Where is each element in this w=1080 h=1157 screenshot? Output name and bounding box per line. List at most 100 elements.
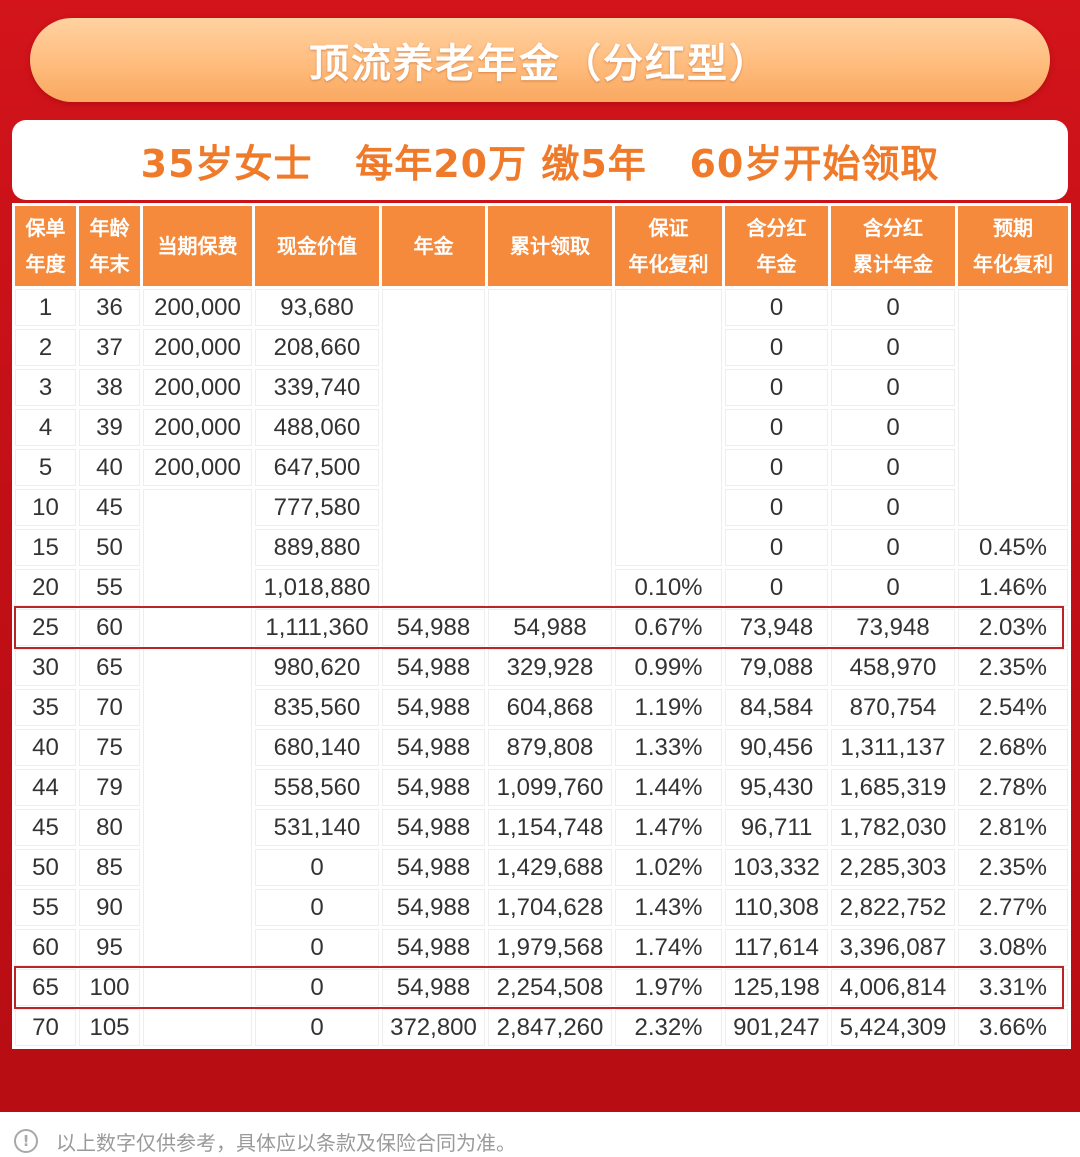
table-cell: 15	[15, 529, 76, 566]
table-row: 60 95 0 54,988 1,979,568 1.74% 117,614 3,396,08…	[15, 929, 1068, 966]
column-header: 预期 年化复利	[958, 206, 1068, 286]
table-cell: 3.66%	[958, 1009, 1068, 1046]
table-cell: 1,018,880	[255, 569, 379, 606]
table-cell: 777,580	[255, 489, 379, 526]
table-cell: 38	[79, 369, 140, 406]
table-row: 20 55 1,018,880 0.10% 0 0 1.46%	[15, 569, 1068, 606]
table-cell: 100	[79, 969, 140, 1006]
table-cell: 1,154,748	[488, 809, 612, 846]
table-cell: 70	[15, 1009, 76, 1046]
table-cell	[958, 289, 1068, 526]
table-cell: 0	[255, 929, 379, 966]
table-cell: 2.54%	[958, 689, 1068, 726]
column-header-line: 现金价值	[277, 234, 357, 258]
table-cell: 0.99%	[615, 649, 722, 686]
table-cell: 103,332	[725, 849, 828, 886]
table-cell: 40	[79, 449, 140, 486]
table-cell: 2.35%	[958, 849, 1068, 886]
table-cell: 3,396,087	[831, 929, 955, 966]
table-cell: 2	[15, 329, 76, 366]
table-cell: 55	[79, 569, 140, 606]
table-cell: 54,988	[382, 689, 485, 726]
column-header: 保单 年度	[15, 206, 76, 286]
table-cell: 901,247	[725, 1009, 828, 1046]
table-cell: 54,988	[382, 929, 485, 966]
table-row: 35 70 835,560 54,988 604,868 1.19% 84,584 870,7…	[15, 689, 1068, 726]
table-cell: 60	[79, 609, 140, 646]
table-cell: 889,880	[255, 529, 379, 566]
table-cell: 200,000	[143, 289, 252, 326]
table-cell: 200,000	[143, 369, 252, 406]
table-cell: 0	[725, 449, 828, 486]
table-cell: 0	[725, 569, 828, 606]
column-header-line: 年化复利	[973, 252, 1053, 276]
table-cell: 0	[831, 569, 955, 606]
table-cell: 54,988	[382, 809, 485, 846]
table-cell: 2.35%	[958, 649, 1068, 686]
page-title: 顶流养老年金（分红型）	[309, 41, 771, 87]
table-row: 50 85 0 54,988 1,429,688 1.02% 103,332 2,285,30…	[15, 849, 1068, 886]
table-row: 70 105 0 372,800 2,847,260 2.32% 901,247 5,424,…	[15, 1009, 1068, 1046]
table-cell: 0	[831, 289, 955, 326]
column-header-line: 当期保费	[157, 234, 238, 258]
table-cell: 54,988	[382, 609, 485, 646]
table-cell	[488, 289, 612, 606]
table-cell	[382, 289, 485, 606]
table-cell: 835,560	[255, 689, 379, 726]
table-cell: 1.47%	[615, 809, 722, 846]
table-cell: 0	[831, 369, 955, 406]
disclaimer-text: 以上数字仅供参考，具体应以条款及保险合同为准。	[56, 1130, 516, 1155]
table-cell: 54,988	[382, 889, 485, 926]
table-cell: 44	[15, 769, 76, 806]
table-cell: 0	[831, 329, 955, 366]
table-cell: 0	[725, 289, 828, 326]
table-row: 45 80 531,140 54,988 1,154,748 1.47% 96,711 1,7…	[15, 809, 1068, 846]
subtitle-card: 35岁女士 每年20万 缴5年 60岁开始领取	[12, 120, 1068, 200]
table-cell: 54,988	[382, 769, 485, 806]
table-cell: 5	[15, 449, 76, 486]
table-cell: 79	[79, 769, 140, 806]
table-cell: 2.78%	[958, 769, 1068, 806]
table-row: 1 36 200,000 93,680 0 0	[15, 289, 1068, 606]
table-cell: 3	[15, 369, 76, 406]
table-cell: 30	[15, 649, 76, 686]
table-cell: 40	[15, 729, 76, 766]
table-cell: 73,948	[725, 609, 828, 646]
column-header-line: 含分红	[863, 216, 923, 240]
table-cell: 20	[15, 569, 76, 606]
table-cell: 0	[831, 409, 955, 446]
table-cell: 1	[15, 289, 76, 326]
table-cell: 5,424,309	[831, 1009, 955, 1046]
table-cell: 0	[831, 449, 955, 486]
table-row: 5 40 200,000 647,500 0 0	[15, 449, 1068, 486]
column-header: 年金	[382, 206, 485, 286]
title-banner: 顶流养老年金（分红型）	[30, 18, 1050, 102]
table-row: 44 79 558,560 54,988 1,099,760 1.44% 95,430 1,6…	[15, 769, 1068, 806]
table-cell: 65	[15, 969, 76, 1006]
table-cell: 647,500	[255, 449, 379, 486]
table-cell: 2,822,752	[831, 889, 955, 926]
column-header-line: 累计年金	[853, 252, 933, 276]
table-row: 65 100 0 54,988 2,254,508 1.97% 125,198 4,006,8…	[15, 969, 1068, 1006]
table-cell: 60	[15, 929, 76, 966]
table-cell: 0	[725, 489, 828, 526]
column-header-line: 累计领取	[510, 234, 590, 258]
table-cell: 0	[725, 369, 828, 406]
table-header-row: 保单 年度 年龄 年末 当期保费 现金价值 年金 累计领取 保证 年化复利 含分红 年金 含分红 累计年金…	[15, 206, 1068, 286]
table-cell: 0	[255, 1009, 379, 1046]
table-cell: 208,660	[255, 329, 379, 366]
table-cell: 3.08%	[958, 929, 1068, 966]
table-cell: 125,198	[725, 969, 828, 1006]
table-cell: 2,847,260	[488, 1009, 612, 1046]
column-header: 累计领取	[488, 206, 612, 286]
table-row: 15 50 889,880 0 0 0.45%	[15, 529, 1068, 566]
table-cell: 95	[79, 929, 140, 966]
table-cell: 870,754	[831, 689, 955, 726]
column-header: 现金价值	[255, 206, 379, 286]
table-cell: 1,782,030	[831, 809, 955, 846]
table-cell: 95,430	[725, 769, 828, 806]
table-cell: 54,988	[382, 729, 485, 766]
column-header-line: 年龄	[89, 216, 130, 240]
column-header-line: 年化复利	[628, 252, 709, 276]
table-cell: 50	[79, 529, 140, 566]
